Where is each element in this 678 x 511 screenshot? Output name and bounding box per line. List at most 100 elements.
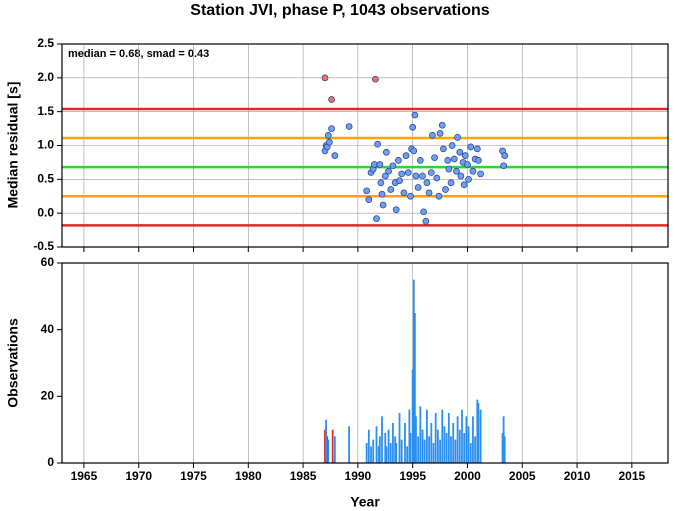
scatter-point [427, 169, 435, 176]
bar [436, 429, 439, 463]
scatter-point [409, 123, 417, 131]
bar [477, 403, 480, 463]
bar [411, 369, 414, 463]
x-tick-label: 1970 [125, 469, 152, 483]
scatter-point [448, 142, 456, 149]
bar [430, 423, 433, 463]
bar [385, 446, 388, 463]
bar [476, 399, 479, 463]
scatter-point [326, 138, 333, 146]
bar [367, 429, 370, 463]
bar [384, 433, 387, 463]
scatter-point [392, 206, 400, 214]
bar [467, 426, 470, 463]
plot-frame [61, 43, 669, 248]
bar [408, 409, 411, 463]
bar [400, 439, 403, 463]
scatter-point [444, 157, 452, 164]
bar [419, 406, 422, 463]
scatter-point [464, 161, 471, 168]
y-tick-label: 1.5 [37, 104, 54, 118]
bar [333, 436, 336, 463]
scatter-point [433, 174, 441, 182]
scatter-point [412, 172, 420, 180]
scatter-point [461, 152, 469, 159]
scatter-point [372, 75, 379, 83]
bar [501, 433, 504, 463]
scatter-point [376, 161, 384, 168]
bar [465, 416, 468, 463]
plot-frame [61, 262, 669, 464]
scatter-point [419, 172, 426, 180]
scatter-point [422, 217, 430, 225]
x-tick-label: 1965 [71, 469, 98, 483]
scatter-point [379, 201, 387, 209]
scatter-point [465, 175, 472, 183]
scatter-point [501, 152, 509, 159]
x-tick-label: 1990 [345, 469, 372, 483]
scatter-point [402, 152, 410, 159]
scatter-point [447, 179, 455, 187]
scatter-point [450, 155, 458, 163]
bar [412, 279, 415, 463]
scatter-point [331, 152, 339, 159]
bar [502, 416, 505, 463]
y-tick-label: 2.0 [37, 70, 54, 84]
scatter-point [435, 192, 443, 200]
bar [423, 439, 426, 463]
bar [394, 436, 397, 463]
y-tick-label: 0.5 [37, 172, 54, 186]
x-tick-label: 2010 [564, 469, 591, 483]
bar [445, 433, 448, 463]
bar [426, 409, 428, 463]
bar [428, 436, 431, 463]
scatter-point [389, 162, 397, 170]
scatter-point [445, 165, 453, 173]
y-tick-label: 40 [41, 322, 55, 336]
y-tick-label: 2.5 [37, 36, 54, 50]
bar [406, 446, 409, 463]
scatter-point [407, 192, 414, 200]
x-tick-label: 2015 [618, 469, 645, 483]
scatter-point [440, 145, 447, 153]
y-axis-label: Observations [5, 318, 21, 408]
bar [472, 416, 474, 463]
y-tick-label: -0.5 [33, 239, 54, 253]
y-tick-label: 0.0 [37, 205, 54, 219]
bar [417, 436, 420, 463]
bar [327, 439, 330, 463]
bar [375, 426, 378, 463]
scatter-point [442, 186, 449, 193]
scatter-point [425, 189, 433, 197]
bar [458, 429, 461, 463]
bar [389, 443, 392, 463]
scatter-point [328, 125, 335, 132]
scatter-point [377, 179, 385, 187]
scatter-point [328, 96, 335, 103]
scatter-point [373, 215, 380, 222]
bar [326, 436, 329, 463]
scatter-point [383, 148, 390, 156]
y-tick-label: 1.0 [37, 138, 54, 152]
bar [439, 439, 441, 463]
scatter-point [396, 177, 403, 185]
y-tick-label: 0 [47, 455, 54, 469]
chart-title: Station JVI, phase P, 1043 observations [190, 2, 489, 19]
scatter-point [423, 179, 431, 187]
x-tick-label: 2005 [509, 469, 536, 483]
bar [398, 413, 401, 463]
bar [456, 416, 459, 463]
bar [377, 446, 380, 463]
bar [415, 416, 417, 463]
scatter-point [385, 167, 392, 175]
scatter-point [410, 147, 418, 155]
bar [454, 439, 457, 463]
bar [421, 429, 424, 463]
x-axis-label: Year [350, 494, 380, 510]
bar [381, 416, 383, 463]
x-tick-label: 1985 [290, 469, 317, 483]
bar [463, 433, 466, 463]
bar [479, 409, 482, 463]
bar [447, 413, 450, 463]
x-tick-label: 1975 [180, 469, 207, 483]
